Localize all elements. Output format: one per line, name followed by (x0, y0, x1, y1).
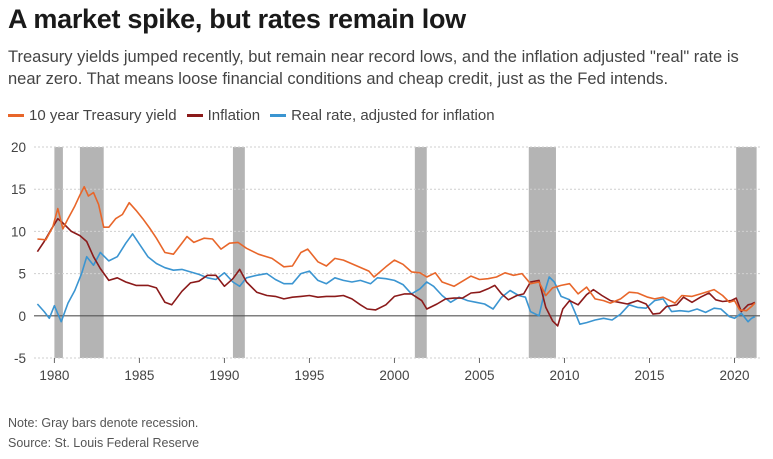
legend-swatch-treasury (8, 114, 24, 117)
legend-swatch-inflation (186, 114, 203, 117)
x-tick-label: 2005 (464, 368, 494, 383)
chart-legend: 10 year Treasury yield Inflation Real ra… (8, 107, 505, 124)
x-tick-label: 2020 (719, 368, 749, 383)
x-tick-label: 2010 (549, 368, 579, 383)
y-tick-label: 20 (11, 140, 26, 155)
recession-bar-3 (232, 147, 245, 358)
legend-label-treasury: 10 year Treasury yield (29, 107, 177, 124)
treasury-yield-line (37, 185, 756, 312)
x-tick-label: 1980 (39, 368, 69, 383)
recession-bar-4 (414, 147, 427, 358)
legend-swatch-real-rate (270, 114, 287, 117)
y-tick-label: 5 (18, 267, 26, 282)
legend-item-treasury: 10 year Treasury yield (8, 107, 177, 124)
x-tick-label: 1995 (294, 368, 324, 383)
x-tick-label: 1985 (124, 368, 154, 383)
legend-label-real-rate: Real rate, adjusted for inflation (291, 107, 495, 124)
recession-bar-6 (736, 147, 757, 358)
x-tick-label: 2015 (634, 368, 664, 383)
y-tick-label: 10 (11, 224, 26, 239)
x-tick-label: 2000 (379, 368, 409, 383)
y-tick-label: -5 (14, 351, 26, 366)
inflation-line (36, 217, 756, 327)
chart-title: A market spike, but rates remain low (8, 4, 466, 34)
chart-source: Source: St. Louis Federal Reserve (8, 436, 200, 450)
real-rate-line (36, 233, 756, 325)
recession-bar-1 (54, 147, 63, 358)
x-tick-label: 1990 (209, 368, 239, 383)
legend-item-inflation: Inflation (186, 107, 261, 124)
chart-note: Note: Gray bars denote recession. (8, 416, 199, 430)
y-tick-label: 0 (18, 309, 26, 324)
legend-label-inflation: Inflation (207, 107, 261, 124)
chart-subtitle: Treasury yields jumped recently, but rem… (8, 48, 739, 88)
y-tick-label: 15 (11, 182, 26, 197)
legend-item-real-rate: Real rate, adjusted for inflation (270, 107, 495, 124)
recession-bar-5 (528, 147, 556, 358)
line-chart: -5 0 5 10 15 20 1980 1985 1990 1995 2000 2005 2010 20… (11, 140, 760, 383)
